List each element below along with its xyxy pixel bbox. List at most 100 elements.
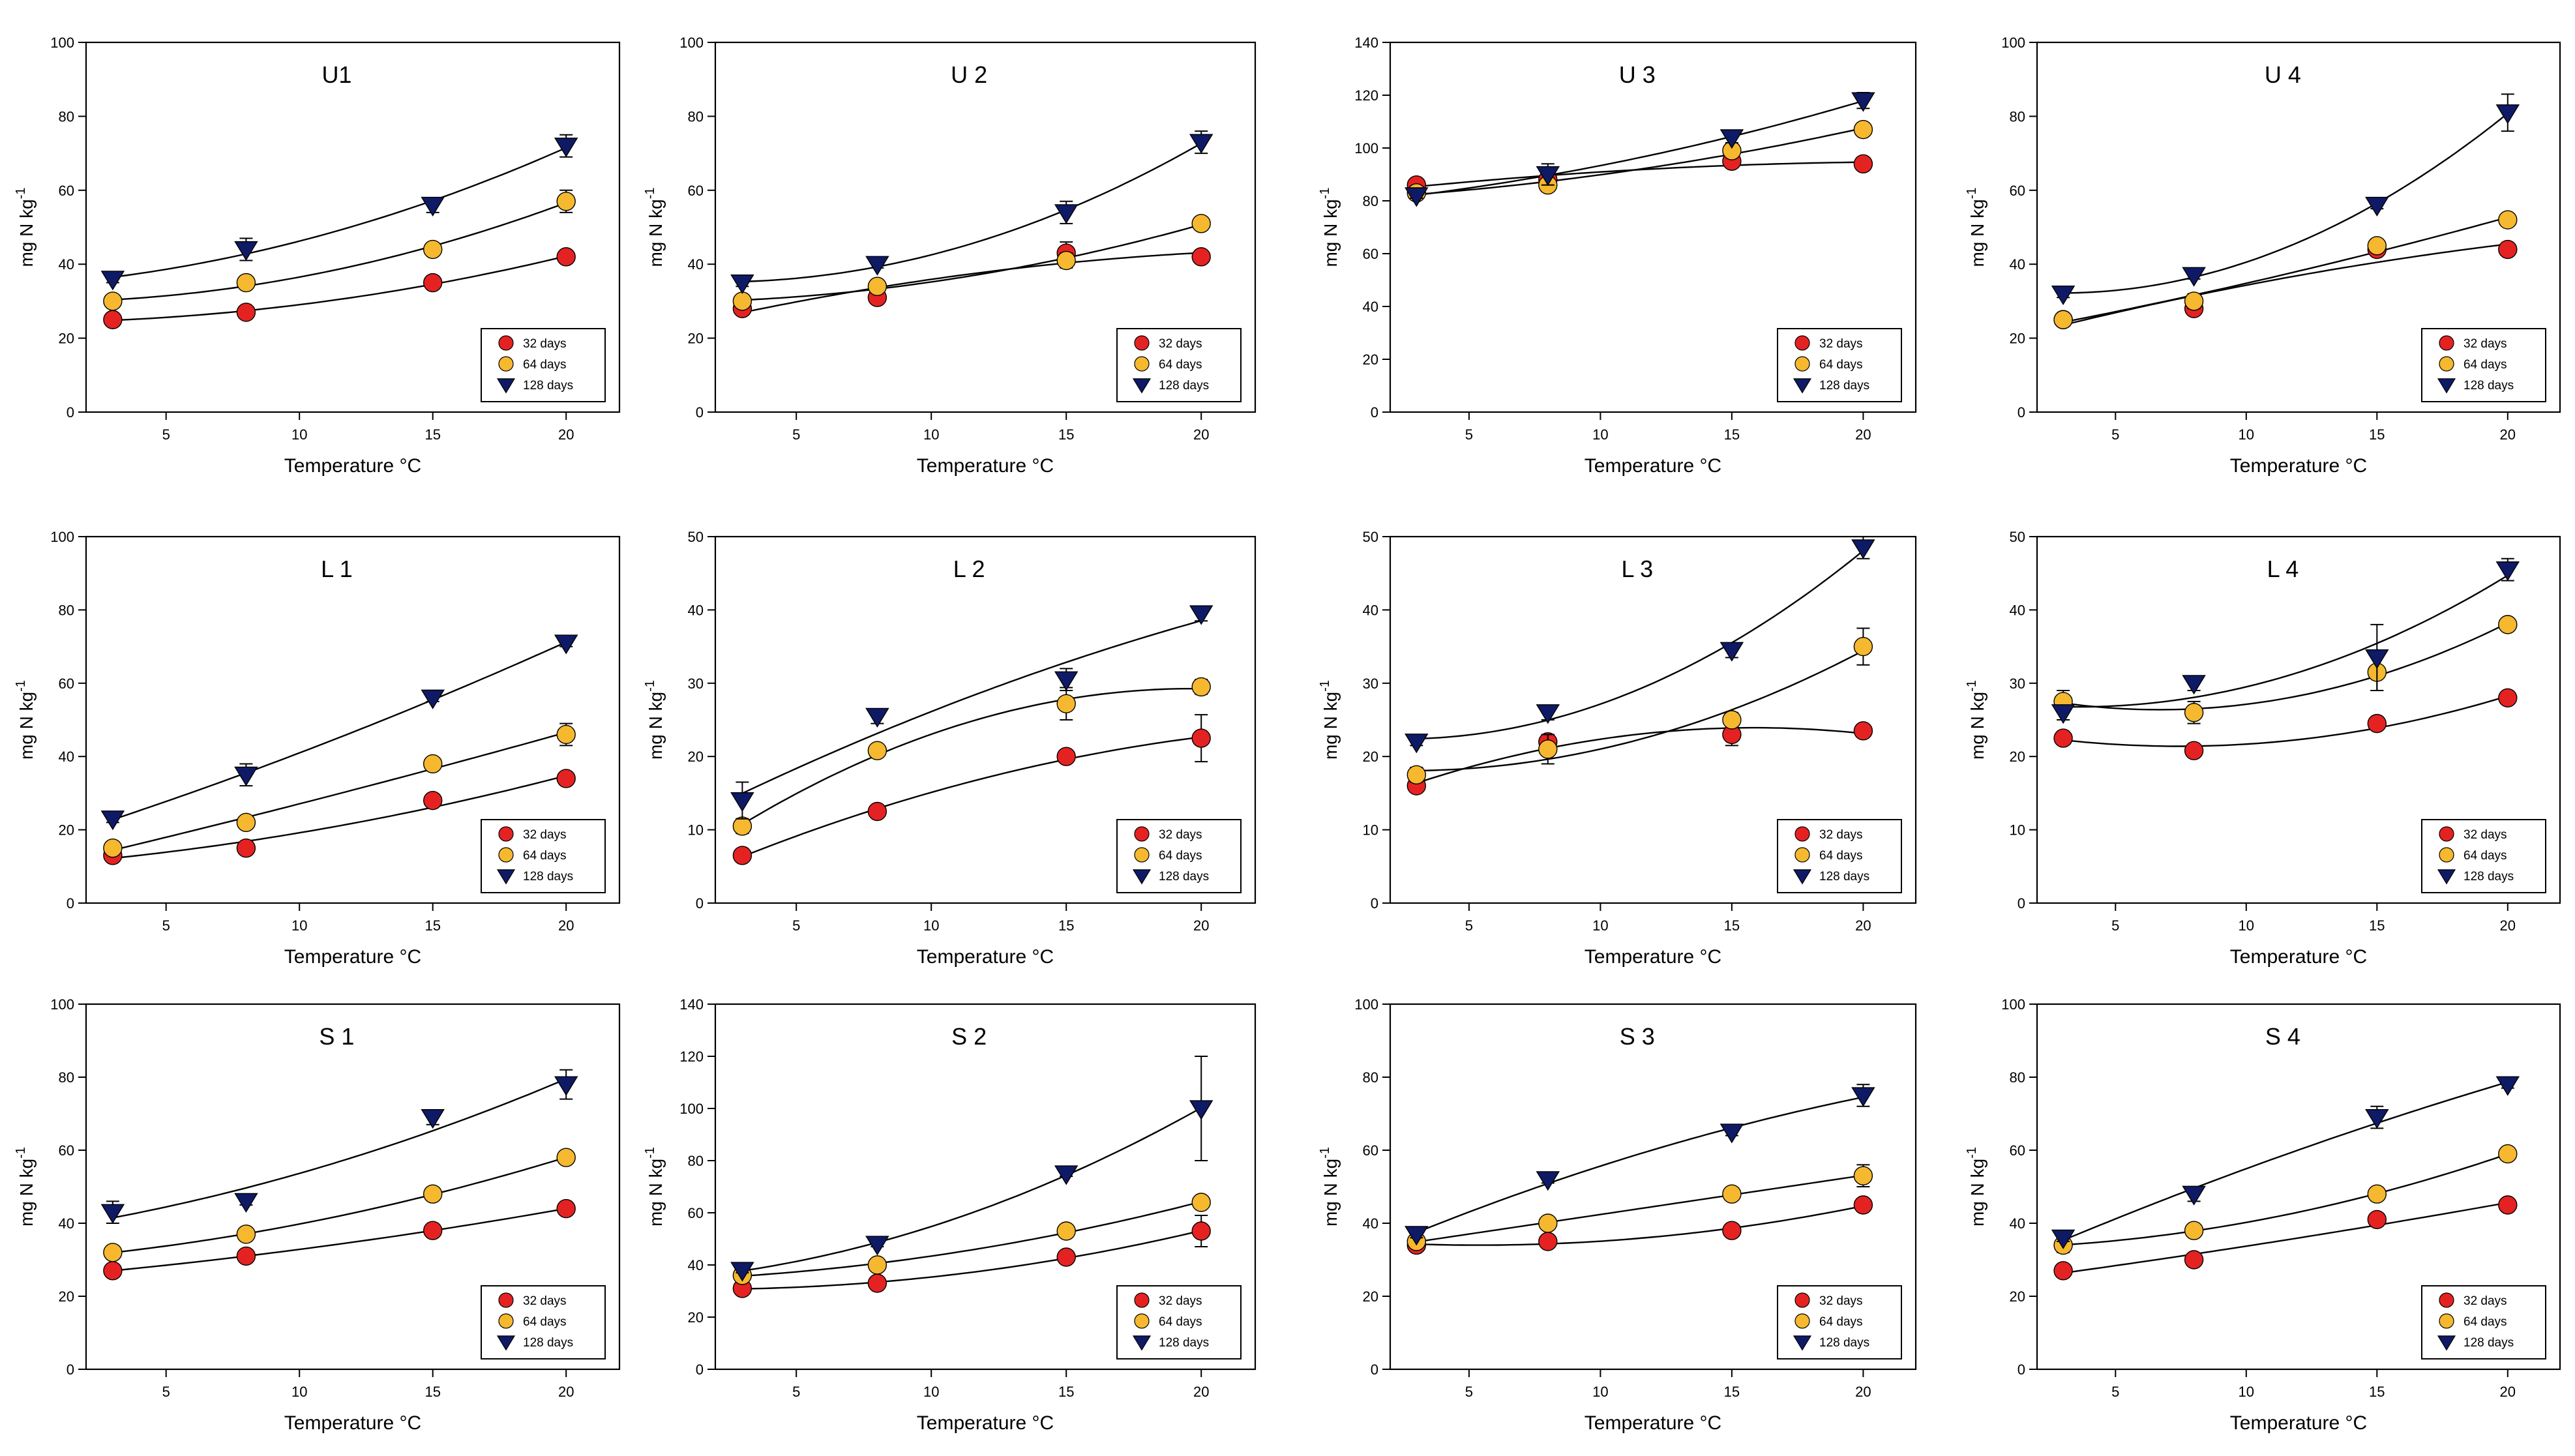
fit-line-32-days [742,1230,1202,1290]
plot-frame [2036,1003,2561,1371]
y-tick-label: 40 [2010,602,2025,618]
x-tick-label: 15 [1058,1384,1074,1400]
data-point-32-days [2053,1261,2073,1281]
x-tick-label: 5 [2111,917,2119,934]
y-tick-label: 60 [688,183,704,199]
data-point-32-days [556,247,576,267]
data-point-64-days [236,273,256,293]
y-tick-label: 60 [688,1205,704,1221]
data-point-128-days [2182,267,2206,287]
y-tick-label: 100 [50,529,74,545]
data-point-32-days [2053,728,2073,748]
y-tick-label: 60 [59,1142,74,1159]
legend: 32 days 64 days 128 days [1777,819,1902,893]
data-point-128-days [1719,642,1744,662]
data-point-128-days [2182,1185,2206,1206]
data-point-32-days [423,790,443,810]
data-point-32-days [2498,239,2518,260]
legend-label: 128 days [1819,870,1869,884]
legend-marker-32-days [2439,826,2454,842]
y-axis-label: mg N kg-1 [14,1147,37,1226]
chart-title: U 4 [2265,61,2301,88]
y-tick-label: 60 [2010,1142,2025,1159]
y-tick-label: 20 [688,1309,704,1326]
data-point-128-days [865,1236,889,1256]
y-tick-label: 80 [1363,1069,1378,1086]
y-tick-label: 20 [1363,749,1378,765]
y-tick-label: 40 [1363,602,1378,618]
y-tick-label: 100 [2001,35,2025,51]
legend-label: 64 days [1159,849,1202,863]
data-point-64-days [732,816,752,836]
legend-label: 32 days [1819,337,1863,351]
fit-line-64-days [112,1156,567,1254]
fit-line-128-days [1416,550,1864,740]
data-point-128-days [2365,196,2389,216]
legend-marker-128-days [1132,869,1152,885]
x-tick-label: 10 [1592,426,1608,443]
data-point-64-days [103,1243,123,1262]
legend-marker-128-days [2437,869,2456,885]
y-axis-label: mg N kg-1 [14,680,37,760]
x-tick-label: 5 [792,1384,800,1400]
legend-label: 32 days [523,337,567,351]
fit-line-64-days [742,224,1202,301]
data-point-32-days [732,846,752,865]
legend: 32 days 64 days 128 days [481,1285,606,1359]
data-point-128-days [1851,539,1875,559]
data-point-128-days [421,196,445,216]
x-tick-label: 5 [162,917,170,934]
x-axis-label: Temperature °C [2230,455,2367,477]
y-tick-label: 40 [59,256,74,273]
data-point-32-days [1538,1232,1558,1251]
data-point-64-days [1853,1166,1873,1185]
x-tick-label: 20 [558,426,574,443]
fit-line-64-days [1416,1174,1864,1243]
chart-title: L 2 [953,556,985,582]
data-point-128-days [1189,1100,1213,1120]
data-point-32-days [423,273,443,293]
fit-line-32-days [2062,243,2508,326]
y-tick-label: 80 [59,1069,74,1086]
data-point-128-days [2051,704,2076,724]
data-point-64-days [1056,1221,1076,1241]
data-point-64-days [1722,710,1742,730]
data-point-64-days [732,291,752,311]
plot-frame [85,41,621,413]
legend-marker-128-days [1132,1335,1152,1351]
y-tick-label: 60 [2010,183,2025,199]
x-axis-label: Temperature °C [917,455,1054,477]
fit-line-32-days [2062,1202,2508,1274]
legend-label: 64 days [523,849,567,863]
data-point-128-days [1405,734,1429,754]
legend-label: 32 days [1159,1294,1202,1308]
data-point-128-days [100,271,125,291]
fit-line-32-days [112,1208,567,1271]
legend-marker-64-days [2439,847,2454,863]
legend-label: 64 days [523,358,567,372]
x-tick-label: 15 [1724,917,1740,934]
x-tick-label: 20 [1193,917,1209,934]
data-point-32-days [2184,741,2204,760]
data-point-128-days [421,1109,445,1129]
legend: 32 days 64 days 128 days [1777,1285,1902,1359]
legend-marker-64-days [498,356,514,372]
fit-line-32-days [741,736,1202,857]
fit-line-64-days [742,1200,1202,1277]
legend-label: 32 days [2463,337,2507,351]
x-tick-label: 20 [1193,426,1209,443]
y-tick-label: 40 [2010,1215,2025,1232]
y-tick-label: 10 [688,822,704,839]
y-tick-label: 60 [59,183,74,199]
legend-label: 32 days [523,1294,567,1308]
data-point-128-days [2051,1229,2076,1249]
data-point-64-days [556,192,576,211]
chart-panel: L 2 0 10 20 30 40 50 5 10 15 20 Temperature °C mg N … [643,529,1257,968]
legend-label: 32 days [1159,828,1202,842]
y-tick-label: 40 [688,256,704,273]
y-tick-label: 100 [2001,996,2025,1013]
data-point-128-days [234,766,258,786]
y-tick-label: 80 [59,108,74,125]
data-point-128-days [2495,1076,2520,1096]
